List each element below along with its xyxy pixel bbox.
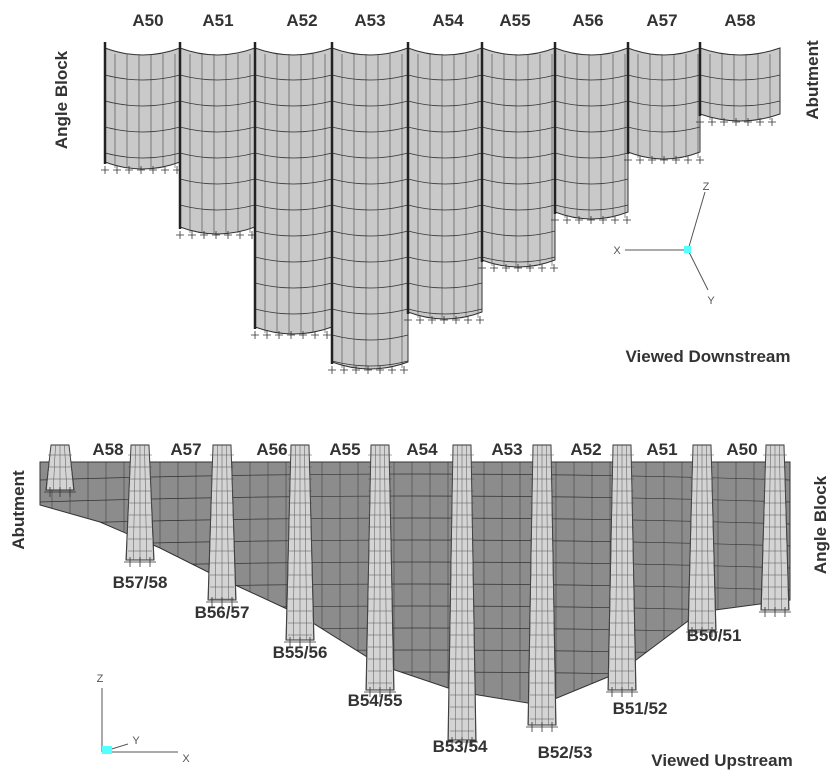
joint-label: B57/58 — [113, 573, 168, 592]
block-label: A56 — [572, 11, 603, 30]
axis-label: X — [613, 245, 621, 257]
axis-triad — [102, 688, 178, 754]
side-label: Angle Block — [811, 475, 830, 574]
support — [563, 216, 571, 224]
axis-label: X — [182, 753, 190, 765]
origin — [684, 246, 691, 253]
axis-label: Y — [707, 295, 715, 307]
support — [708, 118, 716, 126]
arch-face — [332, 48, 408, 369]
block-label: A51 — [646, 440, 677, 459]
support — [323, 331, 331, 339]
support — [263, 331, 271, 339]
block-label: A53 — [354, 11, 385, 30]
arch-block — [404, 42, 484, 324]
arch-face — [105, 48, 180, 169]
arch-block — [328, 42, 408, 374]
arch-block — [176, 42, 256, 239]
block-label: A56 — [256, 440, 287, 459]
joint-label: B50/51 — [687, 626, 742, 645]
arch-face — [482, 48, 555, 267]
arch-face — [700, 48, 780, 121]
downstream-view — [101, 42, 780, 374]
support — [340, 366, 348, 374]
block-label: A55 — [329, 440, 360, 459]
support — [188, 231, 196, 239]
arch-face — [255, 48, 332, 334]
arch-face — [180, 48, 255, 234]
block-label: A52 — [570, 440, 601, 459]
origin — [102, 746, 112, 754]
support — [768, 118, 776, 126]
block-label: A50 — [132, 11, 163, 30]
caption: Viewed Downstream — [625, 347, 790, 366]
block-label: A55 — [499, 11, 530, 30]
support — [623, 216, 631, 224]
block-label: A58 — [724, 11, 755, 30]
block-label: A57 — [170, 440, 201, 459]
support — [684, 156, 692, 164]
block-label: A51 — [202, 11, 233, 30]
support — [113, 166, 121, 174]
joint-label: B56/57 — [195, 603, 250, 622]
axis — [102, 688, 178, 752]
joint-label: B53/54 — [433, 737, 488, 756]
axis — [625, 192, 708, 290]
joint-label: B52/53 — [538, 743, 593, 762]
arch-block — [624, 42, 704, 164]
support — [476, 316, 484, 324]
support — [550, 264, 558, 272]
axis-triad — [625, 192, 708, 290]
arch-face — [555, 48, 628, 219]
upstream-view — [40, 445, 791, 754]
diagram: A50 A51 A52 A53 A54 A55 A56 A57 A58 Angle Block Ab… — [0, 0, 833, 776]
block-label: A54 — [406, 440, 438, 459]
support — [400, 366, 408, 374]
block-label: A54 — [432, 11, 464, 30]
arch-block — [478, 42, 558, 272]
block-label: A57 — [646, 11, 677, 30]
side-label: Angle Block — [52, 50, 71, 149]
arch-face — [408, 48, 482, 319]
arch-block — [551, 42, 631, 224]
support — [251, 331, 259, 339]
axis-label: Z — [703, 181, 710, 193]
axis-label: Z — [97, 673, 104, 685]
axis-label: Y — [132, 735, 140, 747]
arch-block — [101, 42, 181, 174]
support — [490, 264, 498, 272]
arch-block — [696, 42, 780, 126]
arch-block — [251, 42, 332, 339]
joint-label: B51/52 — [613, 699, 668, 718]
block-label: A50 — [726, 440, 757, 459]
support — [176, 231, 184, 239]
support — [636, 156, 644, 164]
block-label: A52 — [286, 11, 317, 30]
joint-label: B54/55 — [348, 691, 403, 710]
joint-label: B55/56 — [273, 643, 328, 662]
support — [328, 366, 336, 374]
support — [696, 156, 704, 164]
block-label: A58 — [92, 440, 123, 459]
block-label: A53 — [491, 440, 522, 459]
side-label: Abutment — [9, 470, 28, 550]
buttress — [44, 445, 76, 497]
support — [416, 316, 424, 324]
side-label: Abutment — [803, 40, 822, 120]
support — [101, 166, 109, 174]
caption: Viewed Upstream — [651, 751, 792, 770]
